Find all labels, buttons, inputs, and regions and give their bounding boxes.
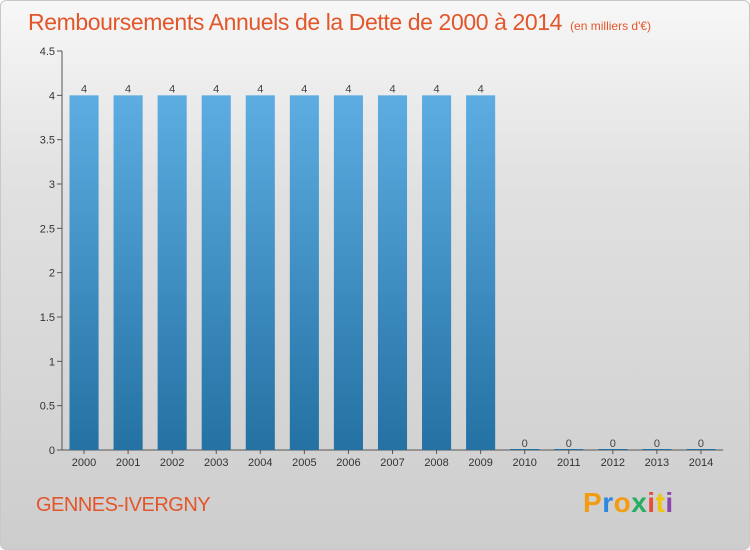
- bar: [245, 95, 275, 450]
- x-tick-label: 2002: [160, 457, 184, 469]
- data-label: 0: [698, 438, 704, 450]
- y-tick-label: 4: [49, 90, 55, 102]
- bars: [69, 95, 716, 450]
- logo-letter: P: [583, 487, 603, 518]
- x-tick-label: 2011: [557, 457, 581, 469]
- chart-title: Remboursements Annuels de la Dette de 20…: [28, 9, 651, 36]
- logo-letter: o: [613, 487, 632, 518]
- bar: [157, 95, 187, 450]
- data-label: 4: [125, 83, 131, 95]
- proxiti-logo: Proxiti: [583, 487, 674, 519]
- data-label: 4: [169, 83, 175, 95]
- logo-letter: t: [655, 487, 666, 518]
- x-tick-label: 2007: [380, 457, 404, 469]
- y-tick-label: 4.5: [40, 46, 55, 58]
- data-label: 0: [610, 438, 616, 450]
- x-tick-label: 2010: [512, 457, 536, 469]
- data-label: 4: [389, 83, 395, 95]
- x-tick-label: 2003: [204, 457, 228, 469]
- data-label: 0: [566, 438, 572, 450]
- data-label: 4: [81, 83, 87, 95]
- y-tick-label: 1.5: [40, 312, 55, 324]
- y-tick-label: 2.5: [40, 223, 55, 235]
- data-label: 4: [213, 83, 219, 95]
- unit-note: (en milliers d'€): [570, 19, 652, 33]
- y-tick-label: 1: [49, 356, 55, 368]
- bar: [377, 95, 408, 450]
- labels: 2000 4 2001 4 2002 4 2003 4 2004 4 2005 4 2006 4 2007 4…: [72, 83, 713, 469]
- data-label: 4: [301, 83, 307, 95]
- logo-letter: i: [665, 487, 674, 518]
- data-label: 4: [257, 83, 263, 95]
- y-tick-label: 0: [49, 445, 55, 457]
- logo-letter: r: [602, 487, 614, 518]
- logo-letter: x: [631, 487, 648, 518]
- x-tick-label: 2014: [689, 457, 713, 469]
- x-tick-label: 2004: [248, 457, 272, 469]
- bar: [289, 95, 319, 450]
- x-tick-label: 2008: [424, 457, 448, 469]
- data-label: 0: [522, 438, 528, 450]
- logo-letter: i: [647, 487, 656, 518]
- bar: [466, 95, 496, 450]
- bar: [422, 95, 452, 450]
- data-label: 4: [478, 83, 484, 95]
- chart-title-text: Remboursements Annuels de la Dette de 20…: [28, 9, 563, 35]
- y-tick-label: 3: [49, 179, 55, 191]
- x-tick-label: 2006: [336, 457, 360, 469]
- bar: [333, 95, 363, 450]
- y-tick-label: 2: [49, 268, 55, 280]
- y-tick-label: 3.5: [40, 135, 55, 147]
- x-tick-label: 2001: [116, 457, 140, 469]
- x-tick-label: 2013: [645, 457, 669, 469]
- x-tick-label: 2000: [72, 457, 96, 469]
- data-label: 4: [345, 83, 351, 95]
- bar: [113, 95, 143, 450]
- data-label: 0: [654, 438, 660, 450]
- x-tick-label: 2012: [601, 457, 625, 469]
- y-tick-label: 0.5: [40, 401, 55, 413]
- bar: [69, 95, 99, 450]
- x-tick-label: 2009: [468, 457, 492, 469]
- x-tick-label: 2005: [292, 457, 316, 469]
- bar: [201, 95, 231, 450]
- city-name: GENNES-IVERGNY: [36, 494, 211, 516]
- data-label: 4: [434, 83, 440, 95]
